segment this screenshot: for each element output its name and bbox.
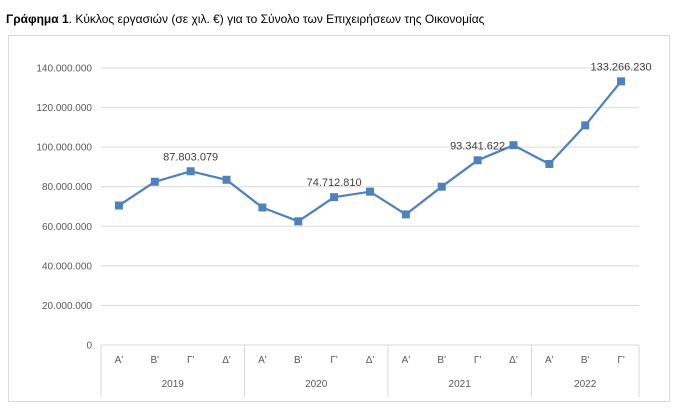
- data-point-marker: [581, 121, 590, 130]
- x-tick-label: Γ': [330, 355, 338, 366]
- year-group-label: 2022: [574, 379, 597, 390]
- year-group-label: 2019: [162, 379, 185, 390]
- x-tick-label: Β': [294, 355, 303, 366]
- y-tick-label: 100.000.000: [36, 143, 92, 154]
- x-tick-label: Γ': [617, 355, 625, 366]
- y-tick-label: 0: [86, 341, 92, 352]
- x-tick-label: Β': [151, 355, 160, 366]
- data-point-marker: [222, 175, 231, 184]
- data-point-marker: [545, 159, 554, 168]
- x-tick-label: Α': [545, 355, 554, 366]
- year-group-label: 2020: [305, 379, 328, 390]
- x-tick-label: Β': [437, 355, 446, 366]
- data-point-marker: [473, 156, 482, 165]
- data-label: 93.341.622: [450, 140, 505, 152]
- y-tick-label: 140.000.000: [36, 64, 92, 75]
- data-point-marker: [258, 203, 267, 212]
- y-tick-label: 120.000.000: [36, 103, 92, 114]
- year-group-label: 2021: [449, 379, 472, 390]
- x-tick-label: Α': [402, 355, 411, 366]
- x-tick-label: Α': [258, 355, 267, 366]
- y-tick-label: 40.000.000: [42, 261, 92, 272]
- data-point-marker: [330, 193, 339, 202]
- y-tick-label: 20.000.000: [42, 301, 92, 312]
- data-point-marker: [509, 141, 518, 150]
- data-label: 74.712.810: [307, 177, 362, 189]
- data-point-marker: [366, 187, 374, 196]
- y-tick-label: 80.000.000: [42, 182, 92, 193]
- x-tick-label: Γ': [187, 355, 195, 366]
- chart-frame: [8, 35, 670, 402]
- caption-text: . Κύκλος εργασιών (σε χιλ. €) για το Σύν…: [68, 12, 485, 26]
- data-point-marker: [294, 217, 303, 226]
- data-point-marker: [437, 182, 446, 191]
- data-label: 133.266.230: [590, 61, 651, 73]
- x-tick-label: Β': [581, 355, 590, 366]
- data-point-marker: [114, 201, 123, 210]
- data-point-marker: [617, 77, 626, 86]
- data-point-marker: [150, 177, 159, 186]
- caption-label: Γράφημα 1: [6, 12, 69, 26]
- data-point-marker: [186, 167, 195, 176]
- y-tick-label: 60.000.000: [42, 222, 92, 233]
- data-label: 87.803.079: [163, 151, 218, 163]
- x-tick-label: Δ': [509, 355, 518, 366]
- x-tick-label: Γ': [474, 355, 482, 366]
- data-point-marker: [401, 210, 410, 219]
- x-tick-label: Δ': [222, 355, 231, 366]
- x-tick-label: Δ': [366, 355, 375, 366]
- chart-caption: Γράφημα 1. Κύκλος εργασιών (σε χιλ. €) γ…: [6, 12, 484, 26]
- x-tick-label: Α': [115, 355, 124, 366]
